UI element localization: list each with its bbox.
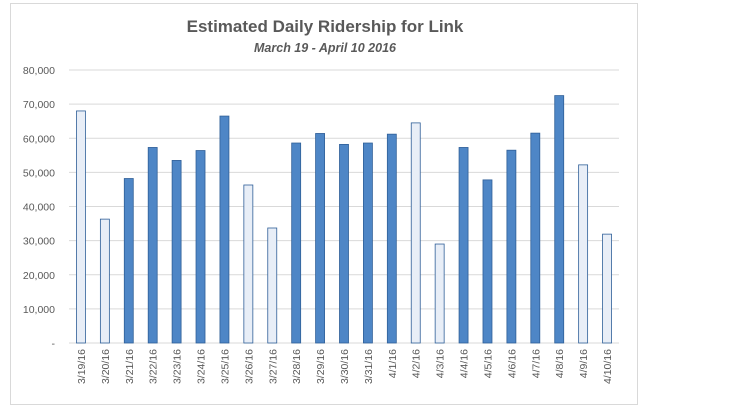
bar-4-1-16: [386, 133, 397, 344]
bar-4-4-16: [458, 147, 469, 344]
bar-3-20-16: [99, 218, 110, 344]
bar-4-9-16: [578, 164, 589, 344]
x-tick-label: 4/6/16: [506, 349, 518, 378]
y-tick-label: 50,000: [23, 167, 55, 179]
x-tick-label: 3/22/16: [148, 349, 160, 384]
chart-frame: Estimated Daily Ridership for Link March…: [10, 3, 638, 405]
y-axis-tick-labels: - 10,000 20,000 30,000 40,000 50,000 60,000 70,…: [23, 65, 56, 350]
x-tick-label: 3/23/16: [172, 349, 184, 384]
x-tick-label: 3/24/16: [196, 349, 208, 384]
x-tick-label: 4/2/16: [411, 349, 423, 378]
bar-4-7-16: [530, 132, 541, 344]
x-tick-label: 4/1/16: [387, 349, 399, 378]
x-tick-label: 4/5/16: [482, 349, 494, 378]
bar-4-5-16: [482, 179, 493, 344]
bar-3-21-16: [123, 178, 134, 344]
x-tick-label: 3/29/16: [315, 349, 327, 384]
bar-3-29-16: [315, 133, 325, 344]
y-tick-label: 10,000: [23, 304, 55, 316]
bar-3-26-16: [243, 184, 254, 344]
bar-3-27-16: [267, 227, 278, 344]
y-tick-label: 70,000: [23, 99, 55, 111]
bar-3-24-16: [195, 150, 206, 344]
x-tick-label: 4/10/16: [602, 349, 614, 384]
bar-3-23-16: [171, 160, 182, 344]
chart-subtitle: March 19 - April 10 2016: [254, 41, 397, 55]
bar-4-2-16: [410, 122, 421, 344]
bar-4-3-16: [434, 243, 445, 344]
bar-3-22-16: [147, 147, 158, 344]
chart-title: Estimated Daily Ridership for Link: [187, 17, 464, 36]
x-tick-label: 3/30/16: [339, 349, 351, 384]
x-tick-label: 4/7/16: [530, 349, 542, 378]
x-axis-tick-labels: 3/19/16 3/20/16 3/21/16 3/22/16 3/23/16 3/24/…: [76, 349, 614, 384]
bars: [76, 95, 612, 344]
bar-3-30-16: [339, 143, 349, 344]
bar-4-10-16: [602, 233, 612, 344]
bar-4-6-16: [506, 149, 517, 344]
x-tick-label: 3/26/16: [243, 349, 255, 384]
bar-3-31-16: [363, 142, 373, 344]
x-tick-label: 3/20/16: [100, 349, 112, 384]
x-tick-label: 4/8/16: [554, 349, 566, 378]
x-tick-label: 3/19/16: [76, 349, 88, 384]
x-tick-label: 4/4/16: [459, 349, 471, 378]
x-tick-label: 3/31/16: [363, 349, 375, 384]
bar-3-19-16: [76, 110, 86, 344]
x-tick-label: 3/28/16: [291, 349, 303, 384]
x-tick-label: 4/3/16: [435, 349, 447, 378]
bar-3-25-16: [219, 115, 230, 344]
x-tick-label: 4/9/16: [578, 349, 590, 378]
y-tick-label: 40,000: [23, 202, 55, 214]
y-tick-label: 30,000: [23, 236, 55, 248]
y-tick-label: 20,000: [23, 270, 55, 282]
bar-4-8-16: [554, 95, 565, 344]
bar-3-28-16: [291, 142, 302, 344]
x-tick-label: 3/21/16: [124, 349, 136, 384]
x-tick-label: 3/27/16: [267, 349, 279, 384]
y-tick-label: 60,000: [23, 133, 55, 145]
x-tick-label: 3/25/16: [219, 349, 231, 384]
y-tick-label: 80,000: [23, 65, 55, 77]
bar-chart: Estimated Daily Ridership for Link March…: [23, 17, 619, 384]
y-tick-label: -: [52, 338, 56, 350]
